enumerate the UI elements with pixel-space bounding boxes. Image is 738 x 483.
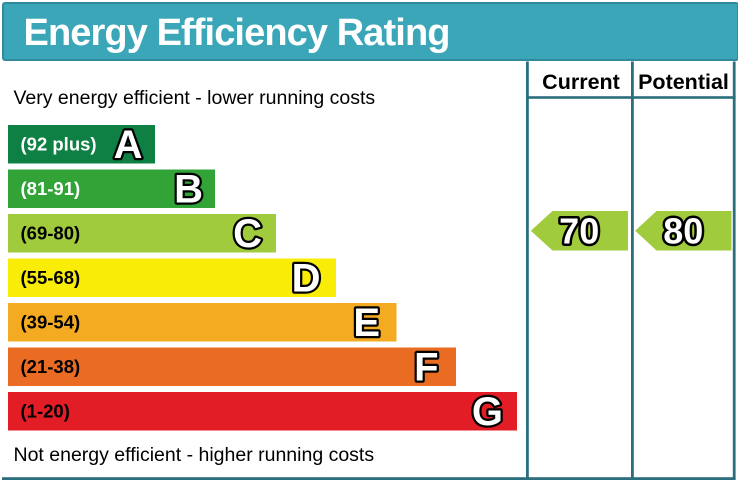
svg-text:E: E [353, 301, 380, 345]
svg-text:(69-80): (69-80) [21, 223, 81, 244]
svg-text:A: A [114, 123, 143, 167]
svg-text:Very energy efficient - lower: Very energy efficient - lower running co… [14, 87, 376, 109]
svg-text:F: F [414, 345, 438, 389]
svg-text:Energy Efficiency Rating: Energy Efficiency Rating [24, 12, 450, 54]
svg-text:(92 plus): (92 plus) [21, 134, 97, 155]
svg-text:Not energy efficient - higher: Not energy efficient - higher running co… [14, 444, 375, 466]
svg-text:C: C [233, 212, 262, 256]
svg-text:D: D [292, 256, 321, 300]
svg-text:(81-91): (81-91) [21, 178, 81, 199]
svg-text:(1-20): (1-20) [21, 401, 70, 422]
svg-text:(21-38): (21-38) [21, 356, 81, 377]
svg-text:(39-54): (39-54) [21, 312, 81, 333]
svg-text:G: G [472, 390, 503, 434]
svg-text:Potential: Potential [638, 70, 729, 94]
svg-text:80: 80 [663, 211, 703, 252]
svg-text:(55-68): (55-68) [21, 267, 81, 288]
svg-text:Current: Current [542, 70, 620, 94]
svg-text:70: 70 [559, 211, 599, 252]
svg-text:B: B [174, 167, 203, 211]
